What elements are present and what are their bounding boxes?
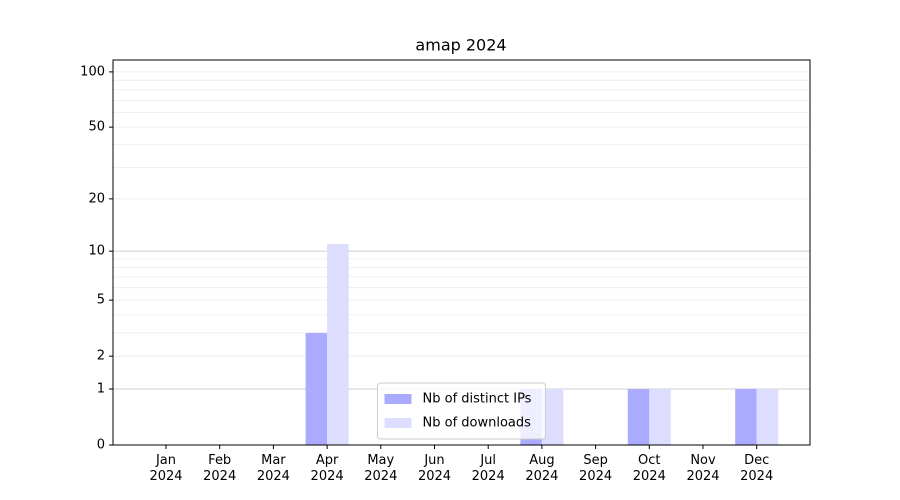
y-tick-label: 100 bbox=[80, 64, 105, 79]
x-tick-label: Jun 2024 bbox=[417, 453, 452, 484]
y-tick-label: 10 bbox=[88, 244, 105, 259]
x-tick-label: Oct 2024 bbox=[632, 453, 666, 484]
x-tick-label: Jul 2024 bbox=[471, 453, 505, 484]
chart-title: amap 2024 bbox=[415, 36, 506, 55]
x-tick-label: Sep 2024 bbox=[579, 453, 613, 484]
plot-frame bbox=[112, 59, 811, 446]
y-tick-label: 0 bbox=[97, 438, 105, 453]
bar bbox=[541, 388, 564, 445]
y-tick-label: 50 bbox=[88, 120, 105, 135]
bar bbox=[627, 388, 650, 445]
bar bbox=[327, 244, 349, 445]
legend-label: Nb of downloads bbox=[423, 416, 532, 431]
y-tick-label: 2 bbox=[97, 349, 105, 364]
x-tick-label: Jan 2024 bbox=[149, 453, 183, 484]
y-tick-label: 20 bbox=[88, 191, 105, 206]
bar bbox=[735, 388, 757, 445]
legend-swatch bbox=[384, 394, 412, 404]
x-tick-label: Feb 2024 bbox=[203, 453, 237, 484]
x-tick-label: Dec 2024 bbox=[740, 453, 774, 484]
y-tick-label: 5 bbox=[97, 293, 105, 308]
legend-label: Nb of distinct IPs bbox=[423, 392, 532, 407]
x-tick-label: Nov 2024 bbox=[686, 453, 720, 484]
x-tick-label: May 2024 bbox=[364, 453, 398, 484]
x-tick-label: Apr 2024 bbox=[310, 453, 344, 484]
x-tick-label: Mar 2024 bbox=[256, 453, 290, 484]
legend-box bbox=[377, 382, 546, 440]
y-tick-label: 1 bbox=[97, 381, 105, 396]
legend-swatch bbox=[384, 418, 412, 428]
x-tick-label: Aug 2024 bbox=[525, 453, 559, 484]
bar bbox=[305, 332, 328, 445]
bar bbox=[649, 388, 671, 445]
bar bbox=[756, 388, 779, 445]
